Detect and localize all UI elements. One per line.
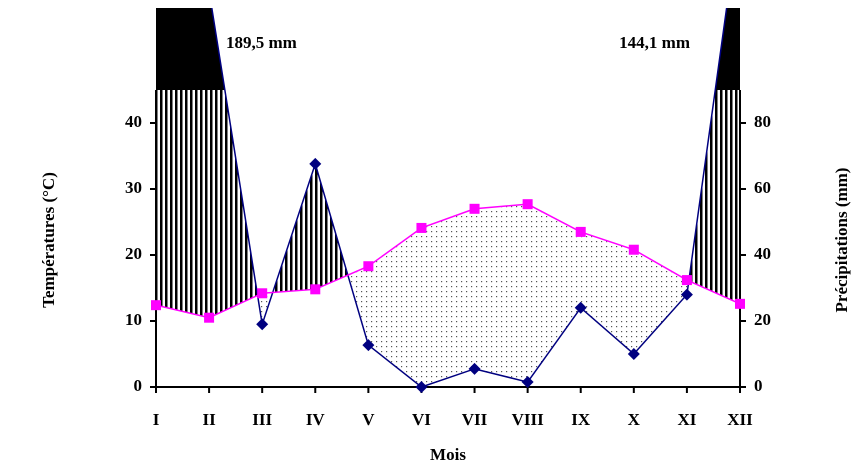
x-tick-label: IV (306, 410, 326, 429)
y-tick-label: 40 (125, 112, 142, 131)
precipitation-marker (468, 362, 481, 375)
x-tick-label: I (153, 410, 160, 429)
temperature-marker (363, 261, 374, 272)
temperature-marker (416, 222, 427, 233)
temperature-marker (522, 199, 533, 210)
x-tick-label: X (628, 410, 641, 429)
precipitation-marker (627, 348, 640, 360)
y2-tick-label: 20 (754, 310, 771, 329)
x-tick-label: II (202, 410, 216, 429)
precipitation-marker (415, 381, 428, 393)
precipitation-marker (521, 376, 534, 389)
y2-tick-label: 40 (754, 244, 771, 263)
temperature-marker (628, 244, 639, 255)
humid-area (156, 90, 740, 318)
x-tick-label: VII (462, 410, 488, 429)
x-tick-label: III (252, 410, 272, 429)
x-tick-label: VIII (512, 410, 545, 429)
markers-edge (151, 157, 745, 393)
x-tick-label: IX (571, 410, 591, 429)
temperature-marker (735, 298, 745, 309)
x-tick-label: V (362, 410, 375, 429)
y2-tick-label: 60 (754, 178, 771, 197)
precipitation-marker (362, 339, 375, 352)
x-tick-label: XI (677, 410, 696, 429)
precipitation-line (155, 8, 741, 388)
temperature-marker (469, 203, 480, 214)
y-tick-label: 20 (125, 244, 142, 263)
temperature-line (155, 203, 741, 319)
y-tick-label: 30 (125, 178, 142, 197)
temperature-marker (204, 312, 215, 323)
temperature-marker (310, 284, 321, 295)
precipitation-marker (680, 288, 693, 301)
precipitation-marker (309, 157, 322, 170)
temperature-marker (151, 300, 161, 311)
x-tick-label: VI (412, 410, 431, 429)
y2-tick-label: 80 (754, 112, 771, 131)
humid-area-group (156, 90, 740, 318)
y2-tick-label: 0 (754, 376, 763, 395)
y-tick-label: 10 (125, 310, 142, 329)
y-axis-label: Températures (°C) (39, 172, 58, 308)
lines (155, 8, 741, 388)
y2-axis-label: Précipitations (mm) (832, 168, 851, 313)
temperature-marker (575, 226, 586, 237)
annotation: 144,1 mm (619, 33, 690, 52)
temperature-marker (681, 275, 692, 286)
annotation: 189,5 mm (226, 33, 297, 52)
y-tick-label: 0 (134, 376, 143, 395)
precipitation-marker (574, 301, 587, 314)
precipitation-marker (256, 318, 269, 331)
temperature-marker (257, 288, 268, 299)
x-axis-label: Mois (430, 445, 466, 464)
x-tick-label: XII (727, 410, 753, 429)
